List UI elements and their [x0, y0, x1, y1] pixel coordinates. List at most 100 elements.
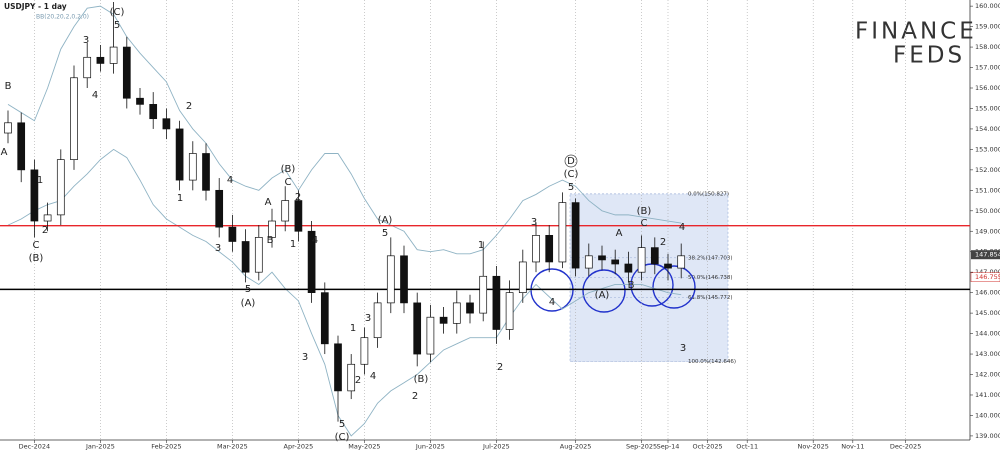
wave-label: D	[567, 156, 575, 167]
y-tick-label: 150.000	[975, 207, 1000, 215]
fib-label: 38.2%(147.703)	[688, 255, 733, 261]
wave-label: B	[267, 235, 274, 246]
candle-body	[532, 234, 540, 263]
candle-body	[136, 97, 144, 105]
candle-body	[571, 202, 580, 269]
wave-label: 3	[215, 243, 221, 254]
y-tick-label: 152.000	[975, 166, 1000, 174]
wave-label: B	[628, 280, 635, 291]
candle-body	[637, 247, 646, 273]
y-tick-label: 159.000	[975, 23, 1000, 31]
candle-body	[320, 292, 329, 345]
x-tick-label: Aug-2025	[560, 443, 592, 451]
candle-body	[215, 189, 224, 228]
wave-label: 4	[679, 222, 685, 233]
wave-label: A	[265, 197, 272, 208]
indicator-label: BB(20,20,2,0,2,0)	[36, 14, 89, 21]
candle-body	[492, 275, 501, 330]
wave-label: (C)	[335, 432, 350, 443]
y-tick-label: 154.000	[975, 125, 1000, 133]
candle-body	[70, 77, 78, 160]
candle-body	[56, 159, 65, 216]
candle-body	[360, 337, 369, 365]
candle-body	[202, 153, 210, 191]
wave-label: 4	[312, 235, 318, 246]
candle-body	[268, 220, 276, 238]
wave-label: 2	[497, 362, 503, 373]
wave-label: A	[1, 147, 8, 158]
wave-label: (C)	[110, 7, 125, 18]
wave-label: 1	[478, 240, 484, 251]
y-tick-label: 143.000	[975, 350, 1000, 358]
wave-label: 3	[83, 35, 89, 46]
candle-body	[386, 255, 395, 304]
candle-body	[518, 261, 527, 294]
wave-label: 5	[382, 228, 388, 239]
candle-body	[307, 230, 316, 294]
y-tick-label: 144.000	[975, 330, 1000, 338]
candle-body	[122, 46, 131, 99]
wave-label: C	[641, 218, 648, 229]
candle-body	[4, 122, 12, 134]
y-tick-label: 149.000	[975, 227, 1000, 235]
x-tick-label: Mar-2025	[217, 443, 248, 451]
fib-label: 61.8%(145.772)	[688, 295, 733, 301]
wave-circle	[582, 269, 626, 313]
wave-label: (C)	[564, 169, 579, 180]
logo-line1: FINANCE	[855, 19, 977, 45]
candle-body	[545, 234, 554, 263]
wave-label: 4	[549, 297, 555, 308]
wave-label: (B)	[29, 253, 44, 264]
wave-label: 1	[350, 323, 356, 334]
wave-label: A	[616, 228, 623, 239]
y-tick-label: 146.000	[975, 289, 1000, 297]
candle-body	[281, 200, 290, 222]
x-tick-label: Nov-11	[841, 443, 864, 451]
y-tick-label: 151.000	[975, 186, 1000, 194]
price-tag-label: 146.755	[975, 273, 1000, 281]
x-tick-label: Sep-14	[657, 443, 680, 451]
candle-body	[149, 104, 158, 120]
fib-label: 50.0%(146.738)	[688, 275, 733, 281]
chart-title: USDJPY - 1 day	[4, 2, 67, 11]
logo-line2: FEDS	[893, 43, 965, 69]
wave-label: 5	[245, 284, 251, 295]
wave-label: 3	[365, 313, 371, 324]
candle-body	[83, 56, 92, 79]
y-tick-label: 141.000	[975, 391, 1000, 399]
y-tick-label: 153.000	[975, 145, 1000, 153]
bollinger-band	[7, 5, 682, 255]
candle-body	[598, 255, 606, 261]
price-tag-label: 147.854	[975, 251, 1000, 259]
wave-circle	[652, 265, 696, 309]
wave-label: 5	[568, 182, 574, 193]
fib-box	[569, 193, 729, 362]
bollinger-band	[7, 148, 682, 437]
candle-body	[347, 363, 356, 392]
fib-label: 0.0%(150.827)	[688, 191, 729, 197]
candle-body	[96, 56, 105, 64]
candle-body	[439, 316, 448, 324]
wave-label: 4	[370, 371, 376, 382]
wave-label: (B)	[637, 206, 652, 217]
wave-label-ring	[564, 154, 578, 168]
candle-body	[505, 292, 514, 330]
y-tick-label: 145.000	[975, 309, 1000, 317]
candle-body	[17, 122, 26, 171]
wave-label: C	[33, 240, 40, 251]
candle-body	[611, 259, 620, 265]
x-tick-label: Oct-11	[736, 443, 758, 451]
candle-body	[334, 343, 342, 392]
candle-body	[584, 255, 593, 269]
x-tick-label: Nov-2025	[797, 443, 828, 451]
price-tag	[970, 272, 1000, 282]
wave-label: (A)	[241, 298, 256, 309]
candle-body	[373, 302, 382, 339]
y-tick-label: 155.000	[975, 104, 1000, 112]
wave-label: (A)	[595, 290, 610, 301]
candle-body	[426, 316, 435, 355]
wave-label: C	[285, 177, 292, 188]
wave-label: 3	[680, 343, 686, 354]
logo: FINANCE FEDS	[855, 19, 977, 69]
